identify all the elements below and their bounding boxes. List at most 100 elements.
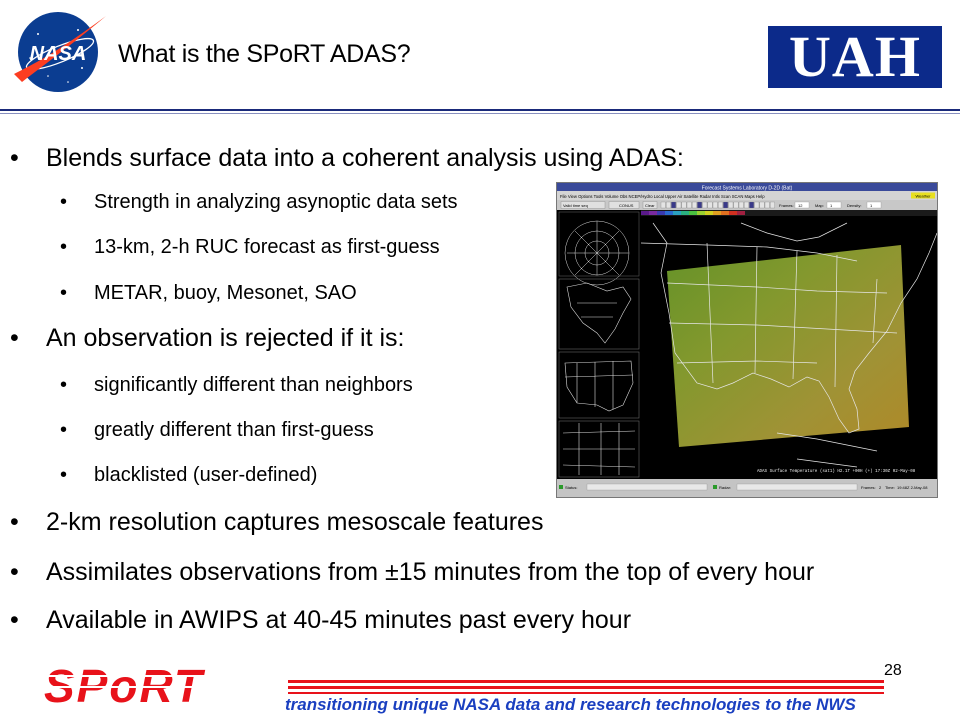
map-value: 1 [830,203,833,208]
toolbar-icon-button[interactable] [671,201,676,209]
thumbnail-regional-map[interactable] [558,420,640,478]
toolbar-icon-button[interactable] [733,201,739,209]
frames-field[interactable] [794,201,810,209]
toolbar-icon-button[interactable] [660,201,666,209]
density-field[interactable] [866,201,882,209]
map-field[interactable] [826,201,842,209]
nasa-logo-text: NASA [30,43,87,65]
toolbar-icon-button[interactable] [676,201,682,209]
footer-stripe [288,680,884,683]
thumbnail-polar-map[interactable] [558,211,640,286]
colorbar-strip [641,210,937,216]
awips-screenshot: Forecast Systems Laboratory D-2D (Bat) F… [556,182,938,498]
radar-label: Radar: [719,485,731,490]
window-titlebar[interactable] [557,183,937,191]
status-label: Status: [565,485,577,490]
toolbar-icon-button[interactable] [723,201,728,209]
colorbar-swatch [721,211,729,215]
sub-bullet-item: Strength in analyzing asynoptic data set… [94,191,458,213]
toolbar-icon-button[interactable] [712,201,718,209]
toolbar-icon-button[interactable] [764,201,770,209]
colorbar-swatch [713,211,721,215]
slide-title: What is the SPoRT ADAS? [118,40,411,68]
footer-stripe [288,692,884,694]
clear-button-label: Clear [645,203,655,208]
bullet-marker: • [10,558,19,586]
status-frames-value: 2 [879,485,882,490]
menu-item: Obs [619,194,628,199]
menu-item: Scan [720,194,731,199]
sub-bullet-item: METAR, buoy, Mesonet, SAO [94,282,357,304]
bullet-marker: • [10,144,19,172]
colorbar-swatch [673,211,681,215]
menu-item: Maps [743,194,754,199]
status-field[interactable] [586,483,708,491]
toolbar-icon-button[interactable] [728,201,734,209]
sub-bullet-marker: • [60,236,68,258]
toolbar-icon-button[interactable] [770,201,775,209]
sub-bullet-marker: • [60,464,68,486]
status-time-label: Time: [885,485,895,490]
toolbar-icon-button[interactable] [738,201,744,209]
sub-bullet-marker: • [60,419,68,441]
adas-temperature-field [667,245,909,447]
frames-label: Frames: [779,203,794,208]
sub-bullet-marker: • [60,282,68,304]
sub-bullet-marker: • [60,374,68,396]
toolbar-icon-button[interactable] [686,201,692,209]
colorbar-swatch [737,211,745,215]
toolbar-icon-button[interactable] [718,201,723,209]
bullet-item: Available in AWIPS at 40-45 minutes past… [46,606,632,634]
sub-bullet-marker: • [60,191,68,213]
toolbar-icons[interactable] [660,201,775,209]
clear-button[interactable] [642,201,658,209]
weather-warn-label: Weather [915,194,931,199]
colorbar-swatch [689,211,697,215]
menu-item: NCEP/Hydro [627,194,653,199]
menu-item: Help [755,194,765,199]
page-number: 28 [884,662,902,679]
toolbar-icon-button[interactable] [754,201,760,209]
colorbar-swatch [641,211,649,215]
region-select[interactable] [608,201,640,209]
status-light-icon [559,485,563,489]
menubar [557,191,937,200]
weather-warn-button[interactable] [911,192,935,199]
footer-tagline: transitioning unique NASA data and resea… [285,695,856,714]
thumbnail-conus-map[interactable] [558,351,640,419]
toolbar-icon-button[interactable] [702,201,708,209]
frames-value: 12 [798,203,803,208]
radar-field[interactable] [736,483,858,491]
bullet-marker: • [10,508,19,536]
density-label: Density: [847,203,861,208]
toolbar-icon-button[interactable] [759,201,765,209]
colorbar-swatch [697,211,705,215]
map-label: Map: [815,203,824,208]
toolbar-icon-button[interactable] [744,201,749,209]
bullet-item: Assimilates observations from ±15 minute… [46,558,815,586]
toolbar-icon-button[interactable] [692,201,697,209]
toolbar-icon-button[interactable] [697,201,702,209]
menubar-items[interactable]: File View Options Tools Volume Obs NCEP/… [560,194,765,199]
sub-bullet-item: 13-km, 2-h RUC forecast as first-guess [94,236,440,258]
bullet-item: Blends surface data into a coherent anal… [46,144,684,172]
bullet-marker: • [10,324,19,352]
state-boundaries [640,222,937,468]
toolbar-icon-button[interactable] [666,201,671,209]
nasa-logo: NASA [14,12,106,92]
toolbar-icon-button[interactable] [707,201,713,209]
sport-logo: SPoRT [40,660,290,712]
colorbar-swatch [729,211,737,215]
time-seq-select[interactable] [560,201,606,209]
menu-item: Upper Air [664,194,683,199]
toolbar-icon-button[interactable] [681,201,687,209]
region-select-label: CONUS [619,203,634,208]
menu-item: Satellite [682,194,699,199]
colorbar-swatch [649,211,657,215]
menu-item: File [560,194,567,199]
density-value: 1 [870,203,873,208]
thumbnail-north-america-map[interactable] [558,278,640,350]
status-frames-label: Frames: [861,485,876,490]
map-caption: ADAS Surface Temperature (sat1) H2.1T +0… [757,469,916,474]
toolbar-icon-button[interactable] [749,201,754,209]
